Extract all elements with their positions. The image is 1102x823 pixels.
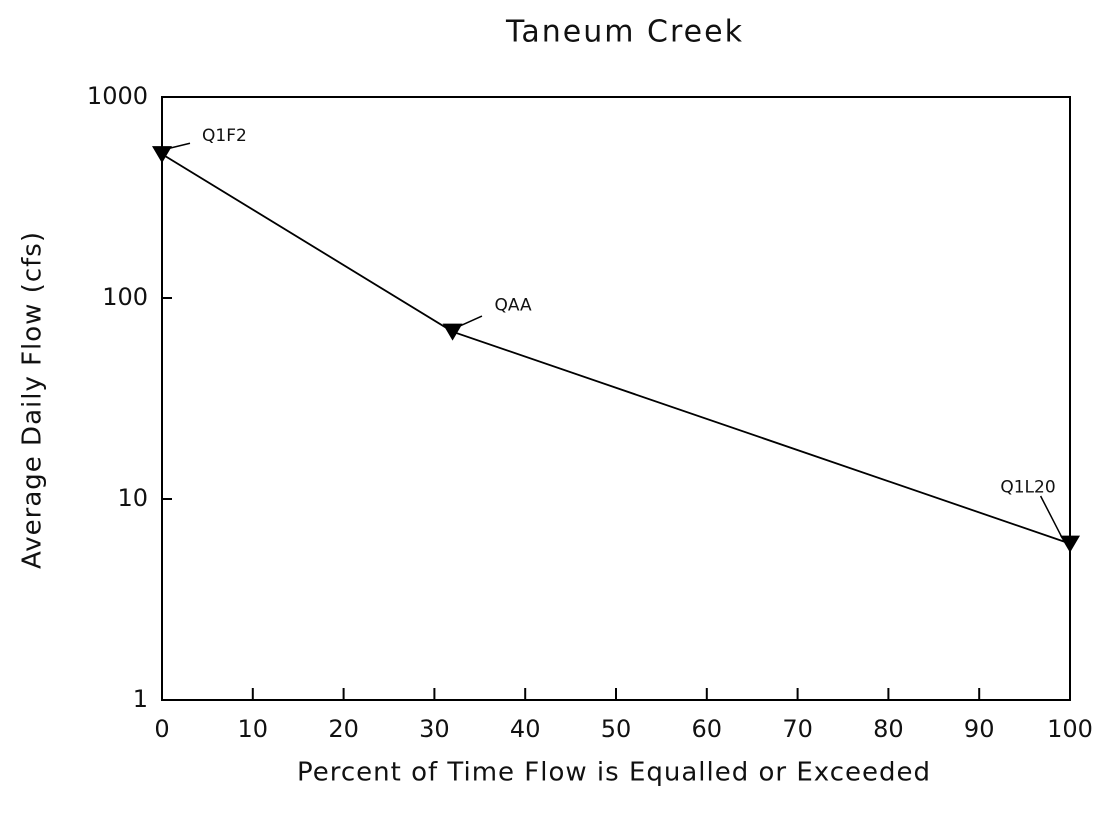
point-label: Q1L20 [1000, 478, 1055, 498]
x-axis-label: Percent of Time Flow is Equalled or Exce… [297, 758, 931, 788]
x-tick-label: 30 [419, 715, 450, 743]
leader-line [460, 315, 483, 327]
x-tick-label: 0 [154, 715, 169, 743]
x-tick-label: 10 [238, 715, 269, 743]
line [161, 153, 1071, 545]
x-tick-label: 100 [1047, 715, 1093, 743]
leader-line [169, 142, 191, 149]
x-tick-label: 80 [873, 715, 904, 743]
plot-frame [161, 96, 1071, 701]
x-tick-label: 60 [692, 715, 723, 743]
x-tick-label: 50 [601, 715, 632, 743]
y-tick-label: 1 [133, 685, 148, 713]
chart-title: Taneum Creek [505, 15, 744, 50]
point-label: QAA [495, 296, 532, 316]
marker [442, 323, 463, 341]
y-tick-label: 10 [117, 484, 148, 512]
y-tick-label: 100 [102, 283, 148, 311]
x-tick-label: 90 [964, 715, 995, 743]
x-tick-label: 20 [328, 715, 359, 743]
point-label: Q1F2 [202, 126, 247, 146]
leader-line [1039, 495, 1063, 538]
x-tick-label: 70 [782, 715, 813, 743]
x-tick-label: 40 [510, 715, 541, 743]
marker [152, 146, 172, 164]
marker [1060, 535, 1080, 553]
y-axis-label: Average Daily Flow (cfs) [18, 231, 48, 569]
y-tick-label: 1000 [87, 82, 148, 110]
